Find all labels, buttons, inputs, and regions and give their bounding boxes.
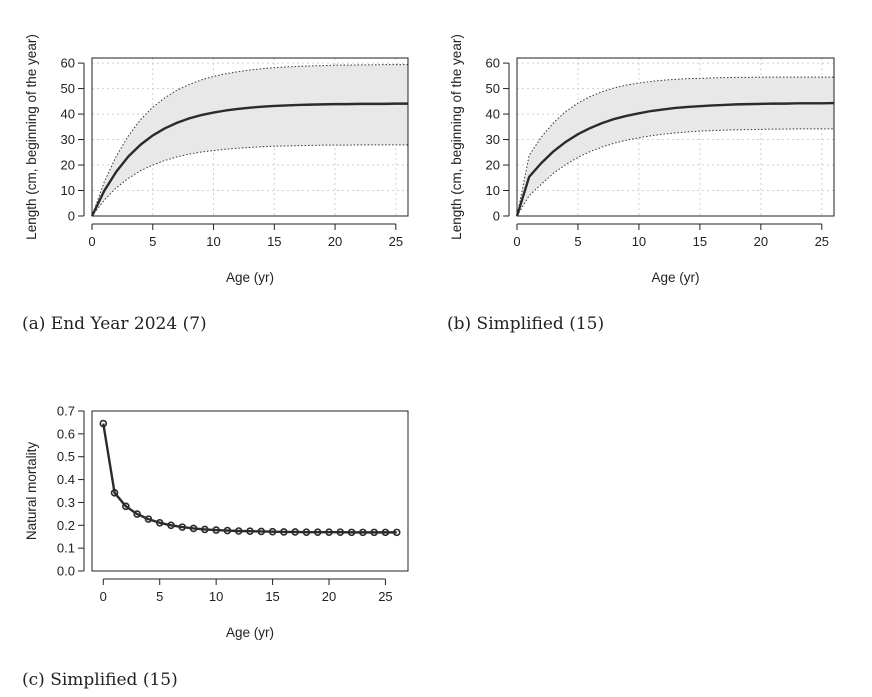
y-tick-label: 30: [486, 132, 500, 147]
x-axis-title: Age (yr): [226, 270, 274, 285]
data-point: [325, 528, 333, 536]
data-point: [336, 528, 345, 536]
confidence-band: [92, 64, 408, 216]
data-point: [381, 528, 390, 537]
series-line-mean-length: [90, 102, 408, 217]
y-tick-label: 20: [486, 158, 500, 173]
y-tick-label: 50: [486, 81, 500, 96]
y-tick-label: 10: [486, 183, 500, 198]
y-tick-label: 0: [68, 209, 75, 224]
data-point: [370, 528, 378, 537]
x-tick-label: 25: [378, 589, 392, 604]
x-tick-label: 20: [754, 234, 768, 249]
x-tick-label: 20: [322, 589, 336, 604]
y-axis-title: Length (cm, beginning of the year): [449, 34, 464, 240]
data-point: [110, 489, 119, 497]
x-tick-label: 25: [815, 234, 829, 249]
y-tick-label: 0.5: [57, 449, 75, 464]
data-point: [347, 528, 356, 537]
data-point: [155, 518, 164, 527]
data-point: [212, 526, 220, 534]
y-tick-label: 0.3: [57, 495, 75, 510]
data-point: [234, 527, 243, 535]
x-axis-title: Age (yr): [226, 625, 274, 640]
y-tick-label: 50: [61, 81, 75, 96]
plot-frame: [91, 410, 409, 572]
y-tick-label: 40: [61, 107, 75, 122]
plot-frame: [91, 57, 409, 217]
x-tick-label: 5: [156, 589, 163, 604]
x-tick-label: 0: [100, 589, 107, 604]
x-tick-label: 5: [149, 234, 156, 249]
series-line-upper-bound: [91, 64, 408, 217]
data-point: [359, 528, 367, 537]
series-line-upper-bound: [516, 76, 834, 217]
y-tick-label: 0.0: [57, 564, 75, 579]
y-tick-label: 10: [61, 183, 75, 198]
x-tick-label: 10: [206, 234, 220, 249]
data-point: [122, 502, 130, 511]
caption-c: (c) Simplified (15): [22, 670, 178, 690]
x-tick-label: 0: [513, 234, 520, 249]
y-axis-title: Natural mortality: [24, 442, 39, 541]
y-tick-label: 60: [486, 56, 500, 71]
y-tick-label: 0.4: [57, 472, 75, 487]
series-line-lower-bound: [91, 144, 408, 217]
y-tick-label: 0.2: [57, 518, 75, 533]
y-tick-label: 0.1: [57, 541, 75, 556]
chart-a: 0 5 10 15 20 25 0 10 20 30 40 50 60 Age (yr) Length (c…: [24, 34, 409, 285]
data-point: [257, 527, 266, 536]
data-point: [133, 510, 141, 518]
y-axis-title: Length (cm, beginning of the year): [24, 34, 39, 240]
data-point: [313, 528, 322, 536]
x-tick-label: 15: [693, 234, 707, 249]
y-tick-label: 0.6: [57, 426, 75, 441]
x-tick-label: 25: [389, 234, 403, 249]
y-tick-label: 60: [61, 56, 75, 71]
chart-b: 0 5 10 15 20 25 0 10 20 30 40 50 60 Age (yr) Length (c…: [449, 34, 835, 285]
data-point: [302, 528, 311, 536]
confidence-band: [517, 77, 834, 216]
x-axis-title: Age (yr): [651, 270, 699, 285]
chart-c: 0 5 10 15 20 25 0.0 0.1 0.2 0.3 0.4 0.5 0.6 0.7 Age (y…: [24, 404, 409, 640]
data-point: [99, 419, 108, 428]
data-point: [144, 515, 153, 523]
x-tick-label: 20: [328, 234, 342, 249]
x-tick-label: 10: [632, 234, 646, 249]
x-tick-label: 15: [267, 234, 281, 249]
x-tick-label: 10: [209, 589, 223, 604]
x-tick-label: 5: [574, 234, 581, 249]
y-tick-label: 0: [493, 209, 500, 224]
series-line-mean-length: [515, 101, 835, 217]
data-point: [189, 524, 198, 533]
caption-a: (a) End Year 2024 (7): [22, 314, 207, 334]
data-point: [291, 528, 299, 536]
y-tick-label: 20: [61, 158, 75, 173]
data-point: [167, 521, 175, 530]
data-point: [280, 528, 288, 536]
data-point: [178, 523, 187, 531]
x-tick-label: 0: [88, 234, 95, 249]
y-tick-label: 40: [486, 107, 500, 122]
data-point: [201, 525, 209, 534]
data-point: [392, 528, 401, 537]
y-tick-label: 30: [61, 132, 75, 147]
caption-b: (b) Simplified (15): [447, 314, 605, 334]
plot-frame: [516, 57, 835, 217]
data-point: [223, 526, 232, 535]
data-point: [246, 527, 254, 536]
x-tick-label: 15: [265, 589, 279, 604]
y-tick-label: 0.7: [57, 404, 75, 419]
data-point: [268, 527, 277, 536]
